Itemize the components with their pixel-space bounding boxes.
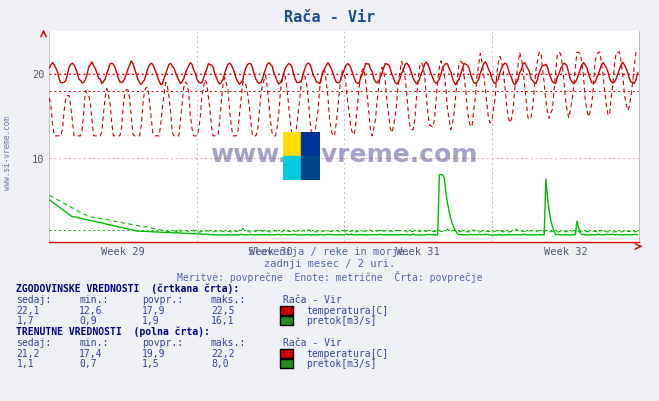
Text: 0,7: 0,7 — [79, 358, 97, 368]
Text: Rača - Vir: Rača - Vir — [283, 295, 342, 305]
Text: pretok[m3/s]: pretok[m3/s] — [306, 315, 377, 325]
Bar — [283, 132, 302, 156]
Bar — [283, 156, 302, 180]
Text: www.si-vreme.com: www.si-vreme.com — [3, 115, 13, 189]
Text: Rača - Vir: Rača - Vir — [283, 338, 342, 348]
Text: povpr.:: povpr.: — [142, 295, 183, 305]
Text: maks.:: maks.: — [211, 295, 246, 305]
Text: 1,9: 1,9 — [142, 315, 159, 325]
Text: 17,4: 17,4 — [79, 348, 103, 358]
Text: 22,1: 22,1 — [16, 305, 40, 315]
Text: maks.:: maks.: — [211, 338, 246, 348]
Text: povpr.:: povpr.: — [142, 338, 183, 348]
Text: sedaj:: sedaj: — [16, 295, 51, 305]
Text: Meritve: povprečne  Enote: metrične  Črta: povprečje: Meritve: povprečne Enote: metrične Črta:… — [177, 271, 482, 283]
Text: 17,9: 17,9 — [142, 305, 165, 315]
Text: 22,2: 22,2 — [211, 348, 235, 358]
Text: 1,5: 1,5 — [142, 358, 159, 368]
Text: 16,1: 16,1 — [211, 315, 235, 325]
Text: 1,1: 1,1 — [16, 358, 34, 368]
Text: Rača - Vir: Rača - Vir — [284, 10, 375, 25]
Text: 21,2: 21,2 — [16, 348, 40, 358]
Text: TRENUTNE VREDNOSTI  (polna črta):: TRENUTNE VREDNOSTI (polna črta): — [16, 326, 210, 336]
Bar — [302, 156, 320, 180]
Text: sedaj:: sedaj: — [16, 338, 51, 348]
Text: zadnji mesec / 2 uri.: zadnji mesec / 2 uri. — [264, 259, 395, 269]
Text: 8,0: 8,0 — [211, 358, 229, 368]
Text: 19,9: 19,9 — [142, 348, 165, 358]
Text: 1,7: 1,7 — [16, 315, 34, 325]
Text: www.si-vreme.com: www.si-vreme.com — [211, 142, 478, 166]
Text: 22,5: 22,5 — [211, 305, 235, 315]
Text: 0,9: 0,9 — [79, 315, 97, 325]
Text: 12,6: 12,6 — [79, 305, 103, 315]
Text: temperatura[C]: temperatura[C] — [306, 305, 389, 315]
Text: Slovenija / reke in morje.: Slovenija / reke in morje. — [248, 247, 411, 257]
Text: min.:: min.: — [79, 338, 109, 348]
Text: pretok[m3/s]: pretok[m3/s] — [306, 358, 377, 368]
Text: temperatura[C]: temperatura[C] — [306, 348, 389, 358]
Bar — [302, 132, 320, 156]
Text: min.:: min.: — [79, 295, 109, 305]
Text: ZGODOVINSKE VREDNOSTI  (črtkana črta):: ZGODOVINSKE VREDNOSTI (črtkana črta): — [16, 283, 240, 293]
